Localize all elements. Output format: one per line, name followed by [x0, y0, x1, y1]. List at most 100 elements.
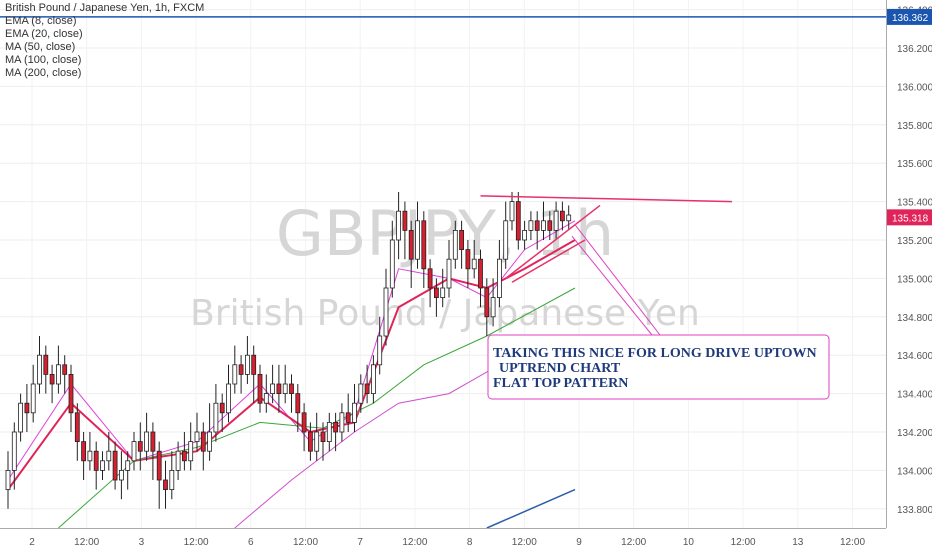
candle-body — [219, 402, 225, 414]
candle-body — [188, 441, 194, 462]
price-tick-label: 134.600 — [897, 351, 932, 362]
candle-body — [232, 364, 238, 385]
time-tick-label: 12:00 — [731, 537, 756, 548]
candle-body — [496, 258, 502, 299]
watermark-name: British Pound / Japanese Yen — [190, 293, 700, 334]
candle-body — [566, 214, 572, 222]
candle-body — [270, 383, 276, 394]
candle-body — [402, 210, 408, 231]
indicator-ma100-label[interactable]: MA (100, close) — [5, 54, 82, 66]
price-tick-label: 136.200 — [897, 44, 932, 55]
candle-body — [478, 258, 483, 289]
candle-body — [515, 201, 521, 241]
candle-body — [509, 201, 515, 222]
time-tick-label: 12:00 — [840, 537, 865, 548]
candle-body — [181, 450, 187, 462]
time-tick-label: 12:00 — [402, 537, 427, 548]
indicator-ma200-label[interactable]: MA (200, close) — [5, 67, 82, 79]
indicator-ma50-label[interactable]: MA (50, close) — [5, 41, 76, 53]
candle-body — [119, 469, 124, 481]
candle-body — [314, 431, 320, 452]
price-tick-label: 134.400 — [897, 390, 932, 401]
candle-body — [352, 402, 357, 423]
candle-body — [446, 258, 452, 289]
time-tick-label: 12:00 — [293, 537, 318, 548]
candle-body — [43, 354, 49, 375]
candle-body — [433, 287, 439, 298]
candle-body — [175, 450, 181, 471]
watermark: GBPJPY, 1h British Pound / Japanese Yen — [190, 197, 700, 334]
candle-body — [553, 210, 559, 231]
time-axis[interactable]: 2 12:00 3 12:00 6 12:00 7 12:00 8 12:00 9 12:00 10 12… — [0, 528, 886, 549]
annotation-box[interactable]: TAKING THIS NICE FOR LONG DRIVE UPTOWN U… — [487, 334, 830, 400]
annotation-line-2: UPTREND CHART — [499, 361, 621, 376]
price-tick-label: 135.200 — [897, 236, 932, 247]
candle-body — [326, 421, 332, 442]
time-tick-label: 12:00 — [74, 537, 99, 548]
candle-body — [484, 287, 490, 318]
price-axis[interactable]: 136.400136.200136.000135.800135.600135.4… — [886, 0, 932, 550]
candle-body — [93, 450, 99, 471]
candle-body — [339, 412, 345, 433]
candle-body — [24, 402, 30, 414]
candle-body — [169, 469, 175, 490]
candle-body — [251, 354, 257, 375]
last-price-badge-bg — [887, 209, 932, 226]
candle-body — [276, 383, 282, 394]
time-tick-label: 12:00 — [512, 537, 537, 548]
candle-body — [440, 287, 446, 298]
time-tick-label: 7 — [357, 537, 363, 548]
candle-body — [364, 383, 370, 394]
candle-body — [207, 431, 213, 452]
candle-body — [541, 220, 546, 231]
candle-body — [30, 383, 36, 414]
price-tick-label: 135.800 — [897, 121, 932, 132]
price-tick-label: 135.600 — [897, 159, 932, 170]
candle-body — [156, 450, 162, 481]
candle-body — [396, 210, 402, 241]
trend-drawings[interactable] — [480, 195, 733, 336]
candle-body — [68, 373, 74, 414]
candle-body — [131, 441, 137, 462]
annotation-frame — [487, 334, 830, 400]
annotation-line-1: TAKING THIS NICE FOR LONG DRIVE UPTOWN — [493, 346, 817, 361]
price-tick-label: 135.000 — [897, 274, 932, 285]
candle-body — [244, 354, 250, 375]
candle-body — [471, 258, 477, 270]
candle-body — [490, 297, 496, 318]
candle-body — [301, 412, 307, 433]
time-tick-label: 2 — [29, 537, 35, 548]
rising-trend-line-2 — [511, 239, 586, 283]
candle-body — [560, 210, 565, 222]
candle-body — [465, 249, 471, 270]
indicator-ema8-label[interactable]: EMA (8, close) — [5, 15, 77, 27]
candle-body — [370, 364, 376, 394]
candle-body — [87, 450, 93, 462]
candle-body — [408, 229, 414, 260]
flat-top-line — [480, 195, 733, 203]
time-tick-label: 12:00 — [184, 537, 209, 548]
candle-body — [289, 383, 294, 394]
candle-body — [81, 441, 86, 462]
candle-body — [5, 469, 11, 490]
candle-body — [194, 431, 200, 442]
annotation-line-3: FLAT TOP PATTERN — [493, 376, 628, 391]
candle-body — [534, 220, 540, 231]
candle-body — [528, 220, 534, 231]
chart-legend: British Pound / Japanese Yen, 1h, FXCM E… — [5, 2, 204, 80]
callout-pointer-2 — [571, 235, 653, 336]
series-line-4 — [486, 488, 576, 529]
price-tick-label: 134.800 — [897, 313, 932, 324]
candle-body — [18, 402, 24, 433]
candle-body — [150, 431, 156, 452]
hline-price-badge: 136.362 — [892, 13, 929, 24]
price-axis-bg — [886, 0, 932, 550]
candle-body — [389, 239, 395, 289]
indicator-ema20-label[interactable]: EMA (20, close) — [5, 28, 83, 40]
candle-body — [282, 383, 288, 394]
watermark-symbol: GBPJPY, 1h — [276, 197, 614, 270]
candle-body — [333, 421, 339, 433]
candle-body — [238, 364, 244, 375]
candle-body — [377, 335, 383, 366]
